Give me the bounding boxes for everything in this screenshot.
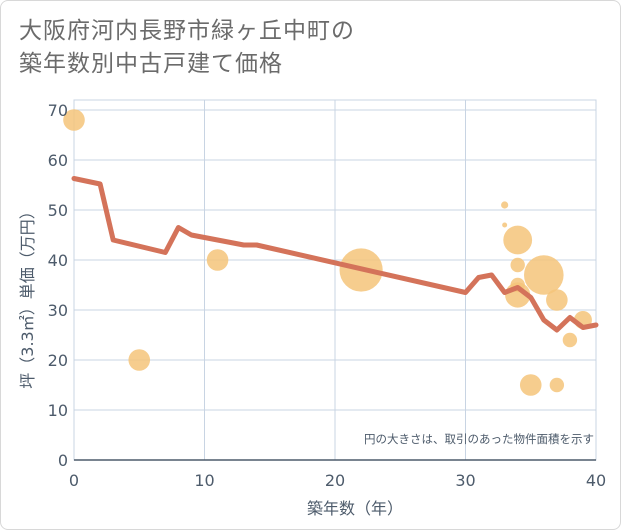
bubble-point-4 [501, 201, 509, 209]
chart-title: 大阪府河内長野市緑ヶ丘中町の 築年数別中古戸建て価格 [19, 15, 355, 81]
x-tick-label-20: 20 [325, 471, 345, 490]
bubble-point-11 [524, 255, 564, 295]
x-tick-label-30: 30 [455, 471, 475, 490]
trend-line [71, 176, 599, 333]
bubble-point-6 [503, 225, 533, 255]
y-tick-label-40: 40 [48, 251, 68, 270]
x-axis-ticks: 0 10 20 30 40 [69, 471, 606, 490]
y-tick-label-30: 30 [48, 301, 68, 320]
y-tick-label-10: 10 [48, 401, 68, 420]
x-tick-label-0: 0 [69, 471, 79, 490]
y-tick-label-0: 0 [58, 451, 68, 470]
y-tick-label-20: 20 [48, 351, 68, 370]
bubble-point-7 [510, 257, 525, 273]
y-axis-ticks: 0 10 20 30 40 50 60 70 [48, 101, 68, 470]
bubble-point-0 [63, 109, 85, 131]
bubble-point-14 [562, 332, 578, 348]
bubble-point-5 [502, 222, 508, 228]
x-tick-label-40: 40 [586, 471, 606, 490]
bubble-series [63, 109, 592, 396]
bubble-point-2 [206, 249, 229, 271]
bubble-point-12 [546, 289, 568, 311]
y-tick-label-60: 60 [48, 151, 68, 170]
bubble-point-13 [549, 377, 565, 393]
grid-lines [74, 100, 596, 460]
x-axis-label: 築年数（年） [307, 499, 403, 518]
bubble-point-10 [519, 374, 542, 396]
size-legend-note: 円の大きさは、取引のあった物件面積を示す [364, 432, 594, 446]
y-axis-label: 坪（3.3㎡）単価（万円） [18, 203, 37, 388]
chart-title-line-1: 大阪府河内長野市緑ヶ丘中町の [19, 18, 355, 44]
x-tick-label-10: 10 [194, 471, 214, 490]
y-tick-label-50: 50 [48, 201, 68, 220]
bubble-point-1 [128, 349, 151, 371]
y-tick-label-70: 70 [48, 101, 68, 120]
chart-title-line-2: 築年数別中古戸建て価格 [19, 51, 283, 77]
